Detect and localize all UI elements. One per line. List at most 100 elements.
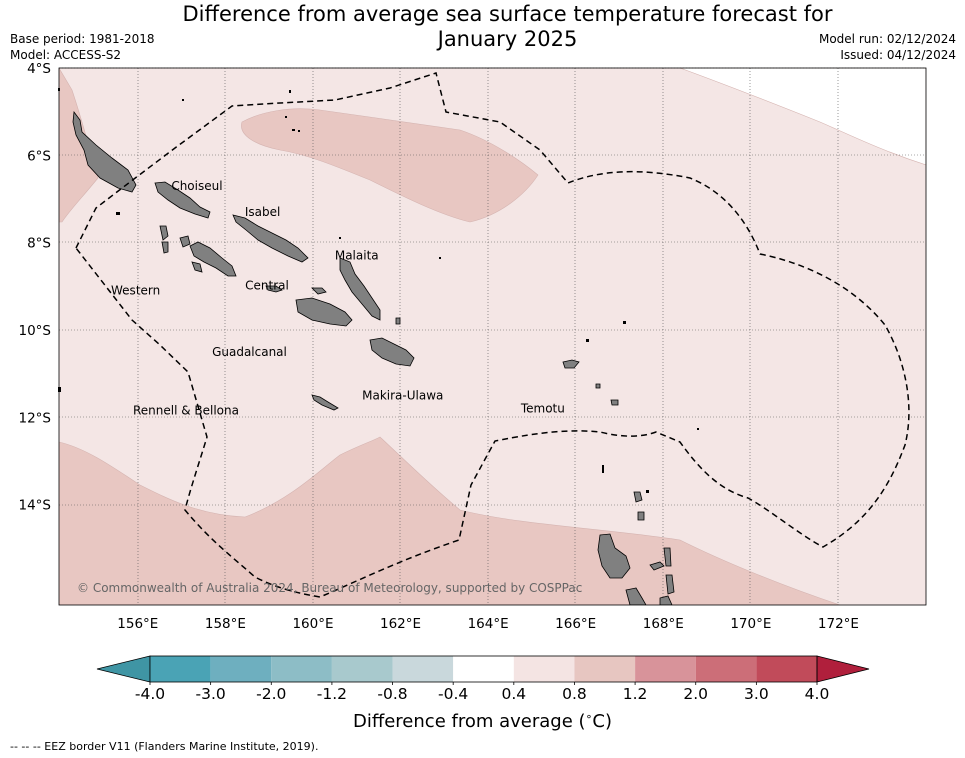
degree-symbol: ∘ bbox=[585, 710, 593, 723]
meta-right: Model run: 02/12/2024 Issued: 04/12/2024 bbox=[819, 31, 956, 63]
colorbar-label-unit: C) bbox=[592, 711, 613, 732]
colorbar-tick-label: -3.0 bbox=[196, 685, 226, 700]
title-line-1: Difference from average sea surface temp… bbox=[182, 2, 833, 26]
island-choiseul bbox=[154, 181, 211, 219]
small-islets bbox=[58, 88, 699, 493]
colorbar-tick-label: -4.0 bbox=[135, 685, 165, 700]
eez-border bbox=[75, 72, 910, 598]
colorbar-tick-label: 3.0 bbox=[744, 685, 769, 700]
colorbar-segment bbox=[210, 656, 272, 682]
island-makira bbox=[369, 337, 415, 367]
island-vella-lavella bbox=[159, 225, 169, 241]
colorbar-tick-label: -0.4 bbox=[438, 685, 468, 700]
island-guadalcanal bbox=[295, 297, 353, 327]
lat-tick-label: 8°S bbox=[27, 236, 51, 252]
island-ulawa bbox=[395, 317, 401, 325]
province-label: Central bbox=[245, 278, 289, 292]
island-russell bbox=[311, 287, 327, 295]
colorbar-segment bbox=[453, 656, 514, 682]
lat-tick-label: 10°S bbox=[19, 323, 52, 339]
anomaly-zone-warm-nw bbox=[59, 68, 99, 223]
island-ranongga bbox=[161, 241, 169, 254]
island-rennell bbox=[311, 394, 339, 411]
island-santa-cruz bbox=[562, 359, 580, 369]
colorbar-tick-label: 4.0 bbox=[805, 685, 830, 700]
anomaly-zone-warm-south bbox=[59, 436, 841, 605]
lon-tick-label: 158°E bbox=[205, 616, 246, 632]
colorbar-segment bbox=[271, 656, 332, 682]
province-labels: Choiseul Isabel Malaita Western Central Guada… bbox=[111, 179, 565, 418]
lon-tick-label: 156°E bbox=[117, 616, 158, 632]
map-frame bbox=[58, 67, 927, 606]
anomaly-field bbox=[59, 68, 926, 605]
colorbar-tick-label: 0.4 bbox=[501, 685, 526, 700]
island-isabel bbox=[232, 214, 309, 263]
colorbar-extend-high bbox=[816, 655, 870, 683]
lon-tick-label: 162°E bbox=[380, 616, 421, 632]
lat-tick-label: 14°S bbox=[19, 498, 52, 514]
colorbar: -4.0 -3.0 -2.0 -1.2 -0.8 -0.4 0.4 0.8 1.2 2.0 3.0 4… bbox=[96, 655, 870, 700]
island-new-georgia bbox=[189, 241, 237, 277]
province-label: Western bbox=[111, 284, 160, 298]
lon-tick-label: 166°E bbox=[555, 616, 596, 632]
colorbar-segment bbox=[150, 656, 211, 682]
island-florida bbox=[265, 285, 283, 293]
colorbar-label: Difference from average (∘C) bbox=[0, 710, 965, 732]
colorbar-tick-label: 0.8 bbox=[562, 685, 587, 700]
anomaly-zone-white-ne bbox=[679, 68, 926, 166]
island-vanuatu-small bbox=[659, 595, 673, 605]
island-malaita bbox=[339, 257, 381, 321]
land-masses bbox=[72, 110, 675, 605]
lon-tick-label: 168°E bbox=[643, 616, 684, 632]
latitude-ticks: 4°S 6°S 8°S 10°S 12°S 14°S bbox=[19, 61, 52, 514]
issued-date: Issued: 04/12/2024 bbox=[840, 48, 956, 62]
colorbar-segment bbox=[756, 656, 817, 682]
model-run: Model run: 02/12/2024 bbox=[818, 32, 956, 46]
colorbar-frame bbox=[149, 655, 818, 683]
meta-left: Base period: 1981-2018 Model: ACCESS-S2 bbox=[10, 31, 155, 63]
island-vanuatu-ambae bbox=[649, 561, 665, 571]
longitude-ticks: 156°E 158°E 160°E 162°E 164°E 166°E 168°E 170°E… bbox=[117, 616, 859, 632]
province-label: Malaita bbox=[335, 249, 379, 263]
island-torres bbox=[633, 491, 643, 503]
colorbar-tick-label: 2.0 bbox=[683, 685, 708, 700]
province-label: Rennell & Bellona bbox=[133, 404, 239, 418]
footnote: -- -- -- EEZ border V11 (Flanders Marine… bbox=[10, 740, 319, 753]
lon-tick-label: 164°E bbox=[468, 616, 509, 632]
lon-tick-label: 170°E bbox=[730, 616, 771, 632]
island-vanuatu-maewo bbox=[663, 547, 672, 567]
colorbar-segment bbox=[574, 656, 636, 682]
title-line-2: January 2025 bbox=[437, 27, 578, 51]
province-label: Temotu bbox=[520, 402, 565, 416]
map-figure: Choiseul Isabel Malaita Western Central Guada… bbox=[19, 61, 927, 700]
colorbar-tick-label: -2.0 bbox=[256, 685, 286, 700]
island-utupua bbox=[595, 383, 601, 389]
lon-tick-label: 172°E bbox=[818, 616, 859, 632]
colorbar-tick-label: -0.8 bbox=[377, 685, 407, 700]
model-name: Model: ACCESS-S2 bbox=[10, 48, 122, 62]
island-vanuatu-espiritu-santo bbox=[597, 533, 631, 579]
chart-title: Difference from average sea surface temp… bbox=[140, 2, 875, 52]
province-label: Guadalcanal bbox=[212, 345, 287, 359]
colorbar-segment bbox=[513, 656, 575, 682]
colorbar-tick-label: 1.2 bbox=[623, 685, 648, 700]
island-bougainville bbox=[72, 110, 137, 193]
colorbar-segment bbox=[331, 656, 393, 682]
island-kolombangara bbox=[179, 235, 191, 248]
island-vanuatu-pentecost bbox=[665, 574, 675, 595]
colorbar-segment bbox=[695, 656, 757, 682]
island-rendova bbox=[191, 261, 203, 273]
colorbar-segment bbox=[392, 656, 454, 682]
lat-tick-label: 12°S bbox=[19, 410, 52, 426]
anomaly-zone-warm-north bbox=[241, 108, 539, 223]
island-vanikoro bbox=[610, 399, 619, 406]
province-label: Isabel bbox=[245, 205, 280, 219]
colorbar-label-text: Difference from average ( bbox=[352, 711, 586, 732]
lat-tick-label: 6°S bbox=[27, 148, 51, 164]
lon-tick-label: 160°E bbox=[292, 616, 333, 632]
copyright-notice: © Commonwealth of Australia 2024, Bureau… bbox=[77, 581, 582, 595]
colorbar-extend-low bbox=[96, 655, 151, 683]
island-banks bbox=[637, 511, 645, 521]
base-period: Base period: 1981-2018 bbox=[10, 32, 155, 46]
lat-tick-label: 4°S bbox=[27, 61, 51, 77]
